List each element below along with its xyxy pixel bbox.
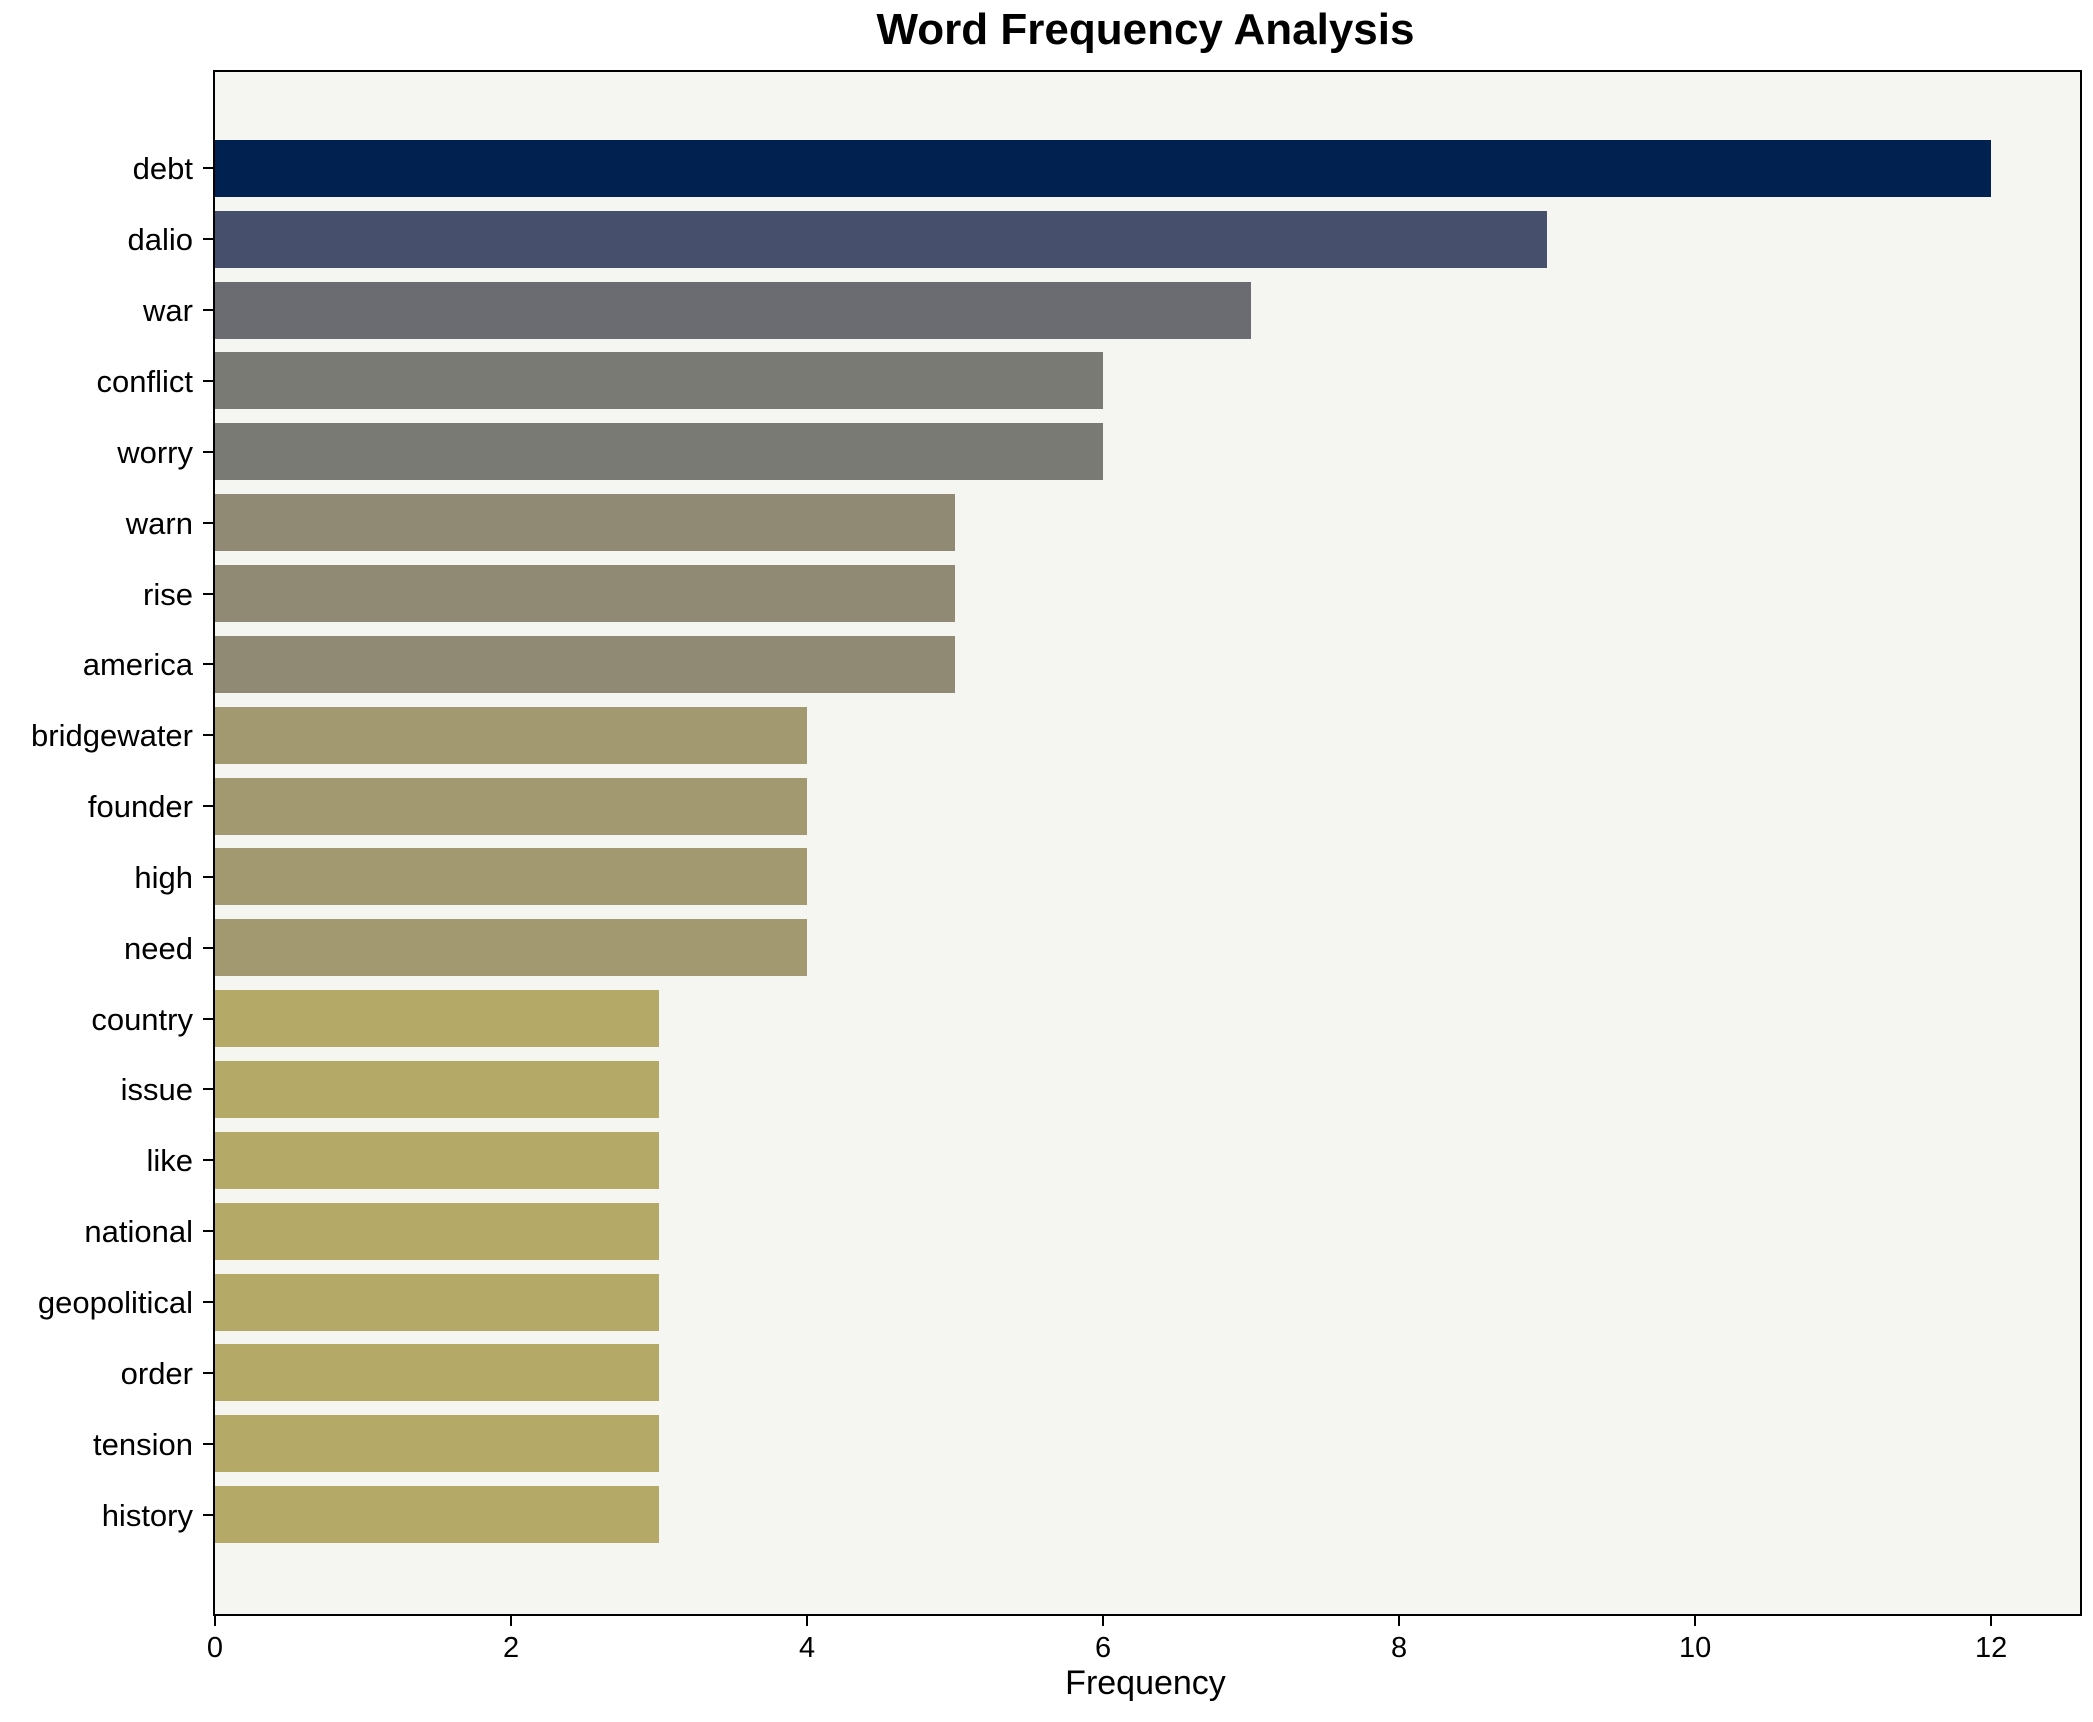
- y-tick-label-founder: founder: [87, 789, 193, 825]
- y-tick-label-need: need: [124, 930, 193, 966]
- x-tick-mark: [806, 1616, 809, 1626]
- x-tick-mark: [214, 1616, 216, 1626]
- x-tick-mark: [1102, 1616, 1105, 1626]
- y-tick-mark: [203, 1442, 213, 1445]
- x-axis-label: Frequency: [1065, 1664, 1226, 1702]
- y-tick-label-warn: warn: [125, 505, 193, 541]
- y-tick-label-bridgewater: bridgewater: [31, 718, 193, 754]
- bar-bridgewater: [215, 706, 807, 764]
- bar-need: [215, 919, 807, 977]
- bar-worry: [215, 423, 1103, 481]
- x-tick-mark: [510, 1616, 513, 1626]
- x-tick-label-4: 4: [798, 1632, 816, 1664]
- y-tick-label-conflict: conflict: [96, 363, 193, 399]
- y-tick-label-country: country: [91, 1001, 193, 1037]
- y-tick-mark: [203, 875, 213, 878]
- y-tick-label-debt: debt: [132, 151, 193, 187]
- y-tick-label-like: like: [146, 1143, 193, 1179]
- bar-rise: [215, 565, 955, 622]
- y-tick-mark: [203, 805, 213, 808]
- bar-order: [215, 1344, 659, 1402]
- y-tick-label-war: war: [143, 293, 193, 329]
- y-tick-mark: [203, 521, 213, 524]
- y-tick-mark: [203, 450, 213, 453]
- bar-war: [215, 281, 1251, 339]
- x-tick-mark: [1398, 1616, 1401, 1626]
- bar-tension: [215, 1415, 659, 1473]
- x-tick-label-10: 10: [1679, 1632, 1712, 1664]
- chart-title: Word Frequency Analysis: [876, 5, 1415, 54]
- y-tick-mark: [203, 167, 213, 170]
- bar-america: [215, 635, 955, 693]
- y-tick-label-order: order: [120, 1355, 193, 1391]
- bar-geopolitical: [215, 1273, 659, 1331]
- bar-country: [215, 990, 659, 1048]
- y-tick-mark: [203, 1371, 213, 1374]
- x-tick-mark: [1694, 1616, 1697, 1626]
- y-tick-mark: [203, 592, 213, 595]
- y-tick-mark: [203, 1017, 213, 1020]
- y-tick-label-issue: issue: [120, 1072, 193, 1108]
- y-tick-mark: [203, 663, 213, 666]
- bar-founder: [215, 777, 807, 835]
- y-tick-label-dalio: dalio: [127, 222, 194, 258]
- y-tick-label-high: high: [134, 859, 193, 895]
- bar-history: [215, 1486, 659, 1544]
- x-tick-label-0: 0: [206, 1632, 224, 1664]
- y-tick-mark: [203, 734, 213, 737]
- y-tick-mark: [203, 1159, 213, 1162]
- bar-dalio: [215, 210, 1547, 268]
- x-tick-label-12: 12: [1975, 1632, 2008, 1664]
- y-tick-label-america: america: [82, 647, 193, 683]
- y-tick-mark: [203, 946, 213, 949]
- y-tick-label-rise: rise: [143, 576, 193, 612]
- x-tick-label-6: 6: [1095, 1632, 1112, 1664]
- bar-high: [215, 848, 807, 906]
- x-tick-label-2: 2: [502, 1632, 520, 1664]
- y-tick-label-worry: worry: [117, 434, 193, 470]
- y-tick-label-national: national: [84, 1214, 193, 1250]
- x-tick-mark: [1990, 1616, 1993, 1626]
- bar-national: [215, 1202, 659, 1260]
- bar-issue: [215, 1060, 659, 1118]
- y-tick-label-geopolitical: geopolitical: [37, 1285, 193, 1320]
- bar-conflict: [215, 352, 1103, 410]
- y-tick-mark: [203, 379, 213, 382]
- bar-debt: [215, 139, 1991, 197]
- y-tick-mark: [203, 238, 213, 241]
- y-tick-mark: [203, 1088, 213, 1091]
- bar-like: [215, 1131, 659, 1189]
- y-tick-mark: [203, 309, 213, 312]
- y-tick-mark: [203, 1513, 213, 1516]
- y-tick-mark: [203, 1230, 213, 1233]
- x-tick-label-8: 8: [1391, 1632, 1408, 1664]
- y-tick-label-tension: tension: [93, 1426, 193, 1462]
- bar-warn: [215, 494, 955, 552]
- y-tick-mark: [203, 1301, 213, 1303]
- y-tick-label-history: history: [101, 1497, 193, 1533]
